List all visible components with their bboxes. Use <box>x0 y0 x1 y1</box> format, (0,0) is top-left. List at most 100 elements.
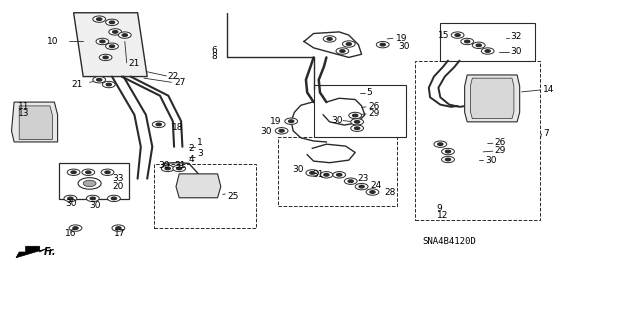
Text: 22: 22 <box>168 72 179 81</box>
Circle shape <box>112 225 125 231</box>
Circle shape <box>333 172 346 178</box>
Circle shape <box>451 32 464 38</box>
Circle shape <box>78 178 101 189</box>
Circle shape <box>165 167 170 170</box>
Polygon shape <box>19 106 52 139</box>
Circle shape <box>97 18 102 20</box>
Circle shape <box>90 197 95 200</box>
Circle shape <box>68 197 73 200</box>
Text: 30: 30 <box>65 199 77 208</box>
Text: Fr.: Fr. <box>44 247 56 257</box>
Circle shape <box>93 16 106 22</box>
FancyBboxPatch shape <box>59 163 129 199</box>
Circle shape <box>351 119 364 125</box>
Circle shape <box>376 41 389 48</box>
Text: 24: 24 <box>370 181 381 190</box>
Text: 27: 27 <box>174 78 186 87</box>
Circle shape <box>472 42 485 48</box>
Circle shape <box>69 225 82 231</box>
Circle shape <box>64 195 77 202</box>
Text: 23: 23 <box>357 174 369 183</box>
Circle shape <box>324 174 329 176</box>
Text: 13: 13 <box>18 109 29 118</box>
Circle shape <box>355 121 360 123</box>
Circle shape <box>105 171 110 174</box>
Circle shape <box>340 50 345 52</box>
Circle shape <box>481 48 494 54</box>
Circle shape <box>434 141 447 147</box>
Circle shape <box>152 121 165 128</box>
Text: 31: 31 <box>312 170 324 179</box>
Text: 5: 5 <box>367 88 372 97</box>
Circle shape <box>118 32 131 38</box>
Text: 30: 30 <box>398 42 410 51</box>
Circle shape <box>476 44 481 47</box>
Circle shape <box>106 83 111 86</box>
Circle shape <box>96 38 109 45</box>
Circle shape <box>161 165 174 172</box>
Circle shape <box>86 171 91 174</box>
Circle shape <box>86 195 99 202</box>
Text: 21: 21 <box>72 80 83 89</box>
Text: 10: 10 <box>47 37 59 46</box>
Circle shape <box>485 50 490 52</box>
Circle shape <box>177 167 182 170</box>
Circle shape <box>355 127 360 130</box>
Circle shape <box>82 169 95 175</box>
Text: 28: 28 <box>384 188 396 197</box>
Circle shape <box>111 197 116 200</box>
Circle shape <box>116 227 121 229</box>
Circle shape <box>323 36 336 42</box>
Circle shape <box>349 112 362 119</box>
Circle shape <box>103 56 108 59</box>
Text: 30: 30 <box>159 161 170 170</box>
Text: 11: 11 <box>18 102 29 111</box>
Circle shape <box>279 130 284 132</box>
Circle shape <box>465 40 470 43</box>
Text: 25: 25 <box>227 192 239 201</box>
Polygon shape <box>470 78 514 119</box>
Text: 7: 7 <box>543 130 548 138</box>
Text: 3: 3 <box>197 149 203 158</box>
Circle shape <box>306 170 319 176</box>
Text: 9: 9 <box>436 204 442 213</box>
Circle shape <box>106 43 118 49</box>
Circle shape <box>101 169 114 175</box>
Text: 4: 4 <box>189 155 195 164</box>
Text: 32: 32 <box>511 32 522 41</box>
Circle shape <box>310 172 315 174</box>
Circle shape <box>445 150 451 153</box>
Circle shape <box>109 21 115 24</box>
Circle shape <box>100 40 105 43</box>
Text: 19: 19 <box>270 117 282 126</box>
Circle shape <box>73 227 78 229</box>
Text: 2: 2 <box>189 144 195 153</box>
Circle shape <box>355 183 368 190</box>
Text: 19: 19 <box>396 34 407 43</box>
Circle shape <box>109 45 115 48</box>
Circle shape <box>461 38 474 45</box>
Polygon shape <box>16 246 46 258</box>
Circle shape <box>353 114 358 117</box>
Circle shape <box>351 125 364 131</box>
Text: 30: 30 <box>485 156 497 165</box>
Circle shape <box>106 19 118 26</box>
Circle shape <box>442 148 454 155</box>
Circle shape <box>97 78 102 81</box>
Text: 17: 17 <box>114 229 125 238</box>
Text: 31: 31 <box>174 161 186 170</box>
Text: 14: 14 <box>543 85 554 94</box>
Circle shape <box>337 174 342 176</box>
Polygon shape <box>74 13 147 77</box>
Circle shape <box>370 191 375 193</box>
Circle shape <box>346 43 351 45</box>
Circle shape <box>359 185 364 188</box>
Circle shape <box>113 31 118 33</box>
Text: 33: 33 <box>112 174 124 183</box>
Text: SNA4B4120D: SNA4B4120D <box>422 237 476 246</box>
Polygon shape <box>176 174 221 198</box>
Text: 20: 20 <box>112 182 124 191</box>
Text: 8: 8 <box>212 52 218 61</box>
Text: 29: 29 <box>368 109 380 118</box>
Circle shape <box>442 156 454 163</box>
